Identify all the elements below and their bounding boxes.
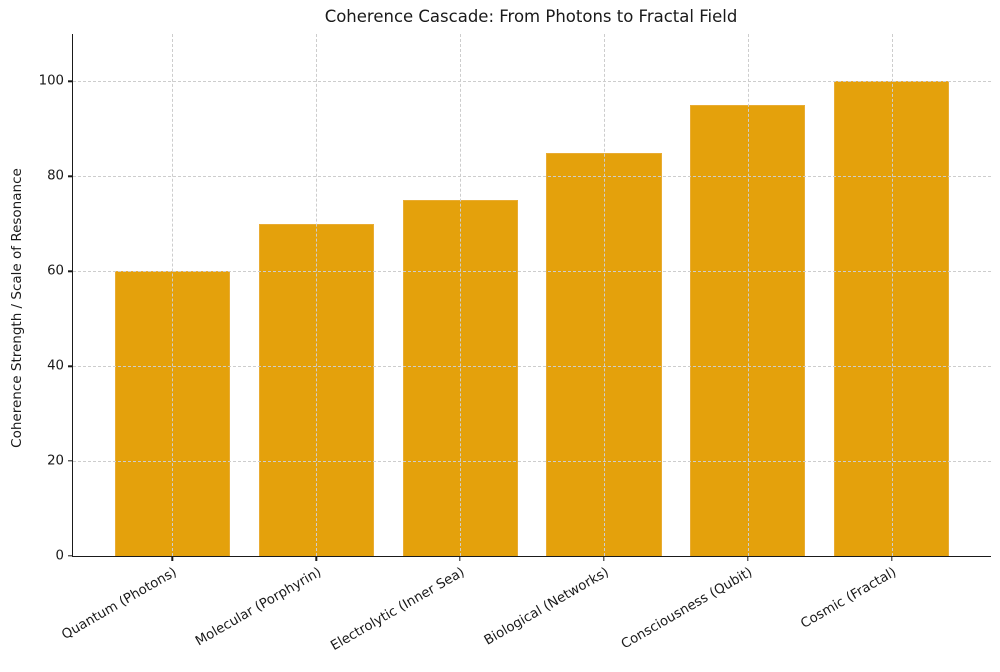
gridline-h-40	[73, 366, 991, 368]
y-tick-20	[68, 460, 73, 462]
y-tick-0	[68, 555, 73, 557]
gridline-v-consciousness-qubit	[747, 34, 749, 556]
y-tick-label-0: 0	[55, 548, 64, 564]
x-tick-electrolytic-inner-sea	[459, 556, 461, 561]
y-tick-label-20: 20	[47, 453, 64, 469]
x-tick-molecular-porphyrin	[315, 556, 317, 561]
x-tick-label-molecular-porphyrin: Molecular (Porphyrin)	[192, 565, 324, 650]
y-tick-label-40: 40	[47, 358, 64, 374]
x-tick-label-biological-networks: Biological (Networks)	[481, 565, 612, 649]
y-tick-100	[68, 80, 73, 83]
gridline-h-20	[73, 461, 991, 463]
gridline-v-molecular-porphyrin	[316, 34, 318, 556]
y-tick-40	[68, 365, 73, 367]
x-tick-label-electrolytic-inner-sea: Electrolytic (Inner Sea)	[328, 565, 468, 654]
gridline-v-cosmic-fractal	[891, 34, 893, 556]
gridline-h-100	[73, 81, 991, 83]
x-tick-quantum-photons	[171, 556, 173, 561]
gridline-h-60	[73, 271, 991, 273]
y-tick-60	[68, 270, 73, 272]
x-tick-label-consciousness-qubit: Consciousness (Qubit)	[619, 565, 756, 653]
chart-title: Coherence Cascade: From Photons to Fract…	[324, 7, 738, 26]
gridline-v-quantum-photons	[172, 34, 174, 556]
x-tick-cosmic-fractal	[891, 556, 893, 561]
x-tick-label-cosmic-fractal: Cosmic (Fractal)	[798, 565, 900, 632]
gridline-v-biological-networks	[603, 34, 605, 556]
gridline-v-electrolytic-inner-sea	[460, 34, 462, 556]
y-tick-80	[68, 175, 73, 178]
y-tick-label-60: 60	[47, 263, 64, 279]
x-tick-biological-networks	[603, 556, 605, 561]
y-axis-label: Coherence Strength / Scale of Resonance	[9, 168, 25, 448]
y-tick-label-80: 80	[47, 168, 64, 184]
x-tick-consciousness-qubit	[747, 556, 749, 561]
x-tick-label-quantum-photons: Quantum (Photons)	[59, 565, 180, 643]
plot-area: Quantum (Photons) Molecular (Porphyrin) El…	[39, 34, 991, 654]
gridline-h-80	[73, 176, 991, 178]
y-tick-label-100: 100	[38, 73, 64, 89]
